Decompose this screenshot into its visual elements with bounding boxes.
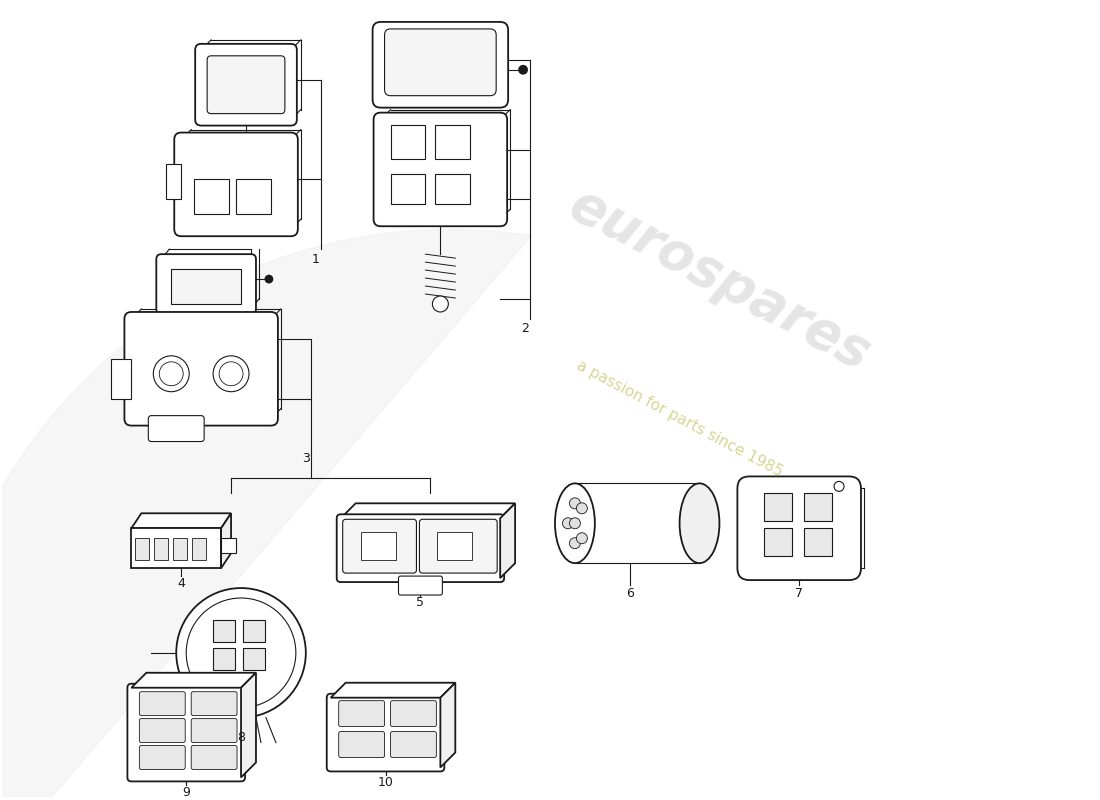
FancyBboxPatch shape <box>124 312 278 426</box>
Bar <box>236 179 271 214</box>
FancyBboxPatch shape <box>339 731 385 758</box>
FancyBboxPatch shape <box>373 22 508 108</box>
Ellipse shape <box>680 483 719 563</box>
Circle shape <box>519 66 527 74</box>
Bar <box>438 532 472 560</box>
Circle shape <box>570 518 581 529</box>
FancyBboxPatch shape <box>343 519 417 573</box>
Circle shape <box>153 356 189 392</box>
Text: 3: 3 <box>301 452 310 465</box>
FancyBboxPatch shape <box>374 113 507 226</box>
FancyBboxPatch shape <box>156 254 256 314</box>
FancyBboxPatch shape <box>191 746 236 770</box>
Bar <box>243 620 265 642</box>
FancyBboxPatch shape <box>191 692 236 716</box>
Bar <box>361 532 396 560</box>
FancyBboxPatch shape <box>327 694 444 771</box>
FancyBboxPatch shape <box>191 718 236 742</box>
Text: eurospares: eurospares <box>560 178 879 380</box>
Text: 7: 7 <box>795 586 803 599</box>
Circle shape <box>432 296 449 312</box>
Text: 10: 10 <box>377 776 394 789</box>
Bar <box>243 648 265 670</box>
Ellipse shape <box>556 483 595 563</box>
Circle shape <box>834 482 844 491</box>
Polygon shape <box>131 673 256 688</box>
FancyBboxPatch shape <box>174 133 298 236</box>
Text: a passion for parts since 1985: a passion for parts since 1985 <box>574 358 785 479</box>
Text: 5: 5 <box>417 597 425 610</box>
Polygon shape <box>0 230 531 800</box>
FancyBboxPatch shape <box>385 29 496 96</box>
FancyBboxPatch shape <box>140 718 185 742</box>
Bar <box>131 528 221 568</box>
Text: 1: 1 <box>311 253 320 266</box>
Bar <box>135 538 150 560</box>
Text: 2: 2 <box>521 322 529 335</box>
Circle shape <box>176 588 306 718</box>
Bar <box>213 648 235 670</box>
Circle shape <box>562 518 573 529</box>
FancyBboxPatch shape <box>207 56 285 114</box>
Polygon shape <box>221 514 231 568</box>
Bar <box>195 179 229 214</box>
Bar <box>390 174 426 204</box>
Bar <box>172 269 241 304</box>
Polygon shape <box>440 682 455 767</box>
Text: 9: 9 <box>183 786 190 799</box>
FancyBboxPatch shape <box>390 731 437 758</box>
Bar <box>221 538 236 553</box>
Circle shape <box>160 362 184 386</box>
FancyBboxPatch shape <box>339 701 385 726</box>
Bar <box>174 538 187 560</box>
Circle shape <box>265 275 273 282</box>
Bar <box>166 165 182 199</box>
Circle shape <box>219 362 243 386</box>
Circle shape <box>242 154 250 162</box>
FancyBboxPatch shape <box>398 576 442 595</box>
Bar <box>390 125 426 159</box>
FancyBboxPatch shape <box>737 477 861 580</box>
Polygon shape <box>500 503 515 578</box>
Circle shape <box>213 356 249 392</box>
Text: 8: 8 <box>236 731 245 744</box>
FancyBboxPatch shape <box>337 514 504 582</box>
Bar <box>436 125 471 159</box>
FancyBboxPatch shape <box>195 44 297 126</box>
Polygon shape <box>131 514 231 528</box>
Circle shape <box>186 598 296 708</box>
Bar <box>436 174 471 204</box>
Bar <box>154 538 168 560</box>
Bar <box>764 528 792 556</box>
Polygon shape <box>241 673 256 778</box>
FancyBboxPatch shape <box>140 692 185 716</box>
Bar <box>111 359 131 398</box>
Polygon shape <box>341 503 515 518</box>
Bar <box>804 528 832 556</box>
Polygon shape <box>331 682 455 698</box>
Circle shape <box>576 533 587 544</box>
Bar <box>764 494 792 522</box>
Bar <box>213 620 235 642</box>
Bar <box>192 538 206 560</box>
Circle shape <box>576 503 587 514</box>
Text: 6: 6 <box>626 586 634 599</box>
FancyBboxPatch shape <box>390 701 437 726</box>
FancyBboxPatch shape <box>128 684 245 782</box>
FancyBboxPatch shape <box>419 519 497 573</box>
Bar <box>804 494 832 522</box>
Text: 4: 4 <box>177 577 185 590</box>
Circle shape <box>570 498 581 509</box>
FancyBboxPatch shape <box>140 746 185 770</box>
FancyBboxPatch shape <box>148 416 205 442</box>
Circle shape <box>570 538 581 549</box>
